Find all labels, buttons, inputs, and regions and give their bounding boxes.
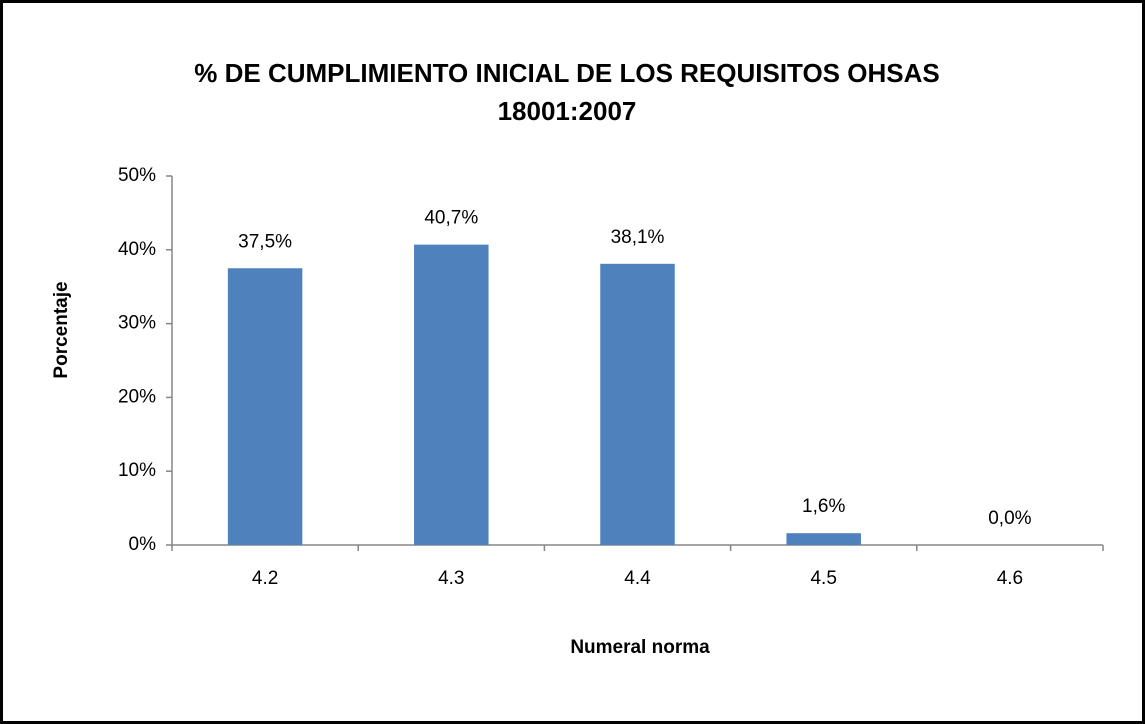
bar — [600, 263, 675, 545]
y-tick-label: 0% — [129, 534, 157, 555]
x-tick-label: 4.2 — [252, 568, 278, 589]
y-tick-label: 20% — [118, 386, 156, 407]
bar — [786, 533, 861, 545]
x-tick-label: 4.5 — [810, 568, 836, 589]
data-label: 37,5% — [238, 231, 292, 252]
bar — [227, 268, 303, 545]
y-tick-label: 30% — [118, 313, 156, 334]
bar — [414, 244, 489, 545]
chart-title: % DE CUMPLIMIENTO INICIAL DE LOS REQUISI… — [194, 58, 940, 126]
x-tick-label: 4.6 — [997, 568, 1023, 589]
x-tick-label: 4.3 — [438, 568, 464, 589]
data-label: 0,0% — [988, 508, 1031, 529]
data-label: 1,6% — [802, 496, 845, 517]
y-axis-label: Porcentaje — [51, 281, 72, 378]
x-tick-label: 4.4 — [624, 568, 651, 589]
x-axis-label: Numeral norma — [570, 637, 710, 658]
data-label: 40,7% — [424, 208, 478, 229]
y-tick-label: 50% — [118, 165, 156, 186]
y-tick-label: 10% — [118, 460, 156, 481]
data-label: 38,1% — [611, 227, 665, 248]
y-tick-label: 40% — [118, 239, 156, 260]
